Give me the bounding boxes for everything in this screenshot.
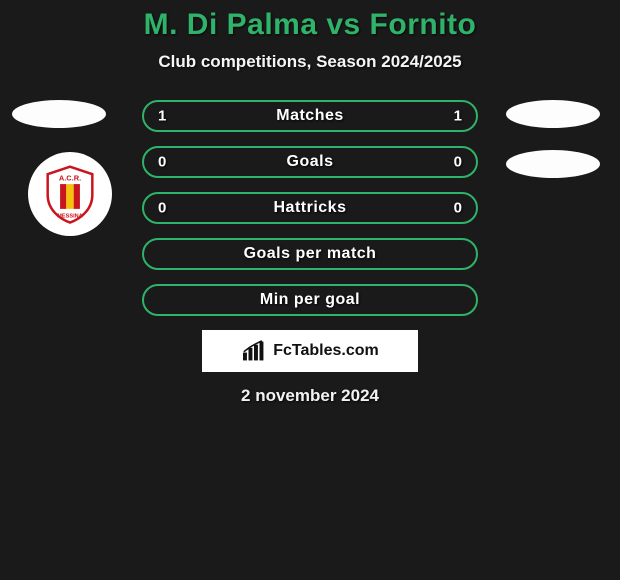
acr-messina-crest-icon: A.C.R. MESSINA xyxy=(39,163,101,225)
stat-left-value: 1 xyxy=(158,108,166,125)
stat-right-value: 0 xyxy=(454,154,462,171)
right-player-placeholder-2 xyxy=(506,150,600,178)
stat-label: Min per goal xyxy=(260,291,360,309)
stat-label: Goals xyxy=(287,153,334,171)
comparison-card: M. Di Palma vs Fornito Club competitions… xyxy=(0,0,620,580)
bar-chart-icon xyxy=(241,340,267,362)
stat-right-value: 1 xyxy=(454,108,462,125)
fctables-watermark[interactable]: FcTables.com xyxy=(202,330,418,372)
stat-row-goals: 0 Goals 0 xyxy=(142,146,478,178)
stat-label: Goals per match xyxy=(244,245,377,263)
date-text: 2 november 2024 xyxy=(0,386,620,406)
stat-left-value: 0 xyxy=(158,154,166,171)
subtitle: Club competitions, Season 2024/2025 xyxy=(0,52,620,72)
watermark-text: FcTables.com xyxy=(273,342,379,360)
svg-text:MESSINA: MESSINA xyxy=(57,214,82,220)
stat-row-min-per-goal: Min per goal xyxy=(142,284,478,316)
page-title: M. Di Palma vs Fornito xyxy=(0,8,620,46)
right-player-placeholder-1 xyxy=(506,100,600,128)
stat-row-matches: 1 Matches 1 xyxy=(142,100,478,132)
stat-row-goals-per-match: Goals per match xyxy=(142,238,478,270)
stat-left-value: 0 xyxy=(158,200,166,217)
left-club-badge: A.C.R. MESSINA xyxy=(28,152,112,236)
stat-label: Hattricks xyxy=(274,199,347,217)
left-player-placeholder-1 xyxy=(12,100,106,128)
stat-row-hattricks: 0 Hattricks 0 xyxy=(142,192,478,224)
stat-right-value: 0 xyxy=(454,200,462,217)
svg-text:A.C.R.: A.C.R. xyxy=(59,173,81,182)
stat-label: Matches xyxy=(276,107,344,125)
stats-area: A.C.R. MESSINA 1 Matches 1 0 Goals 0 0 H… xyxy=(0,100,620,316)
